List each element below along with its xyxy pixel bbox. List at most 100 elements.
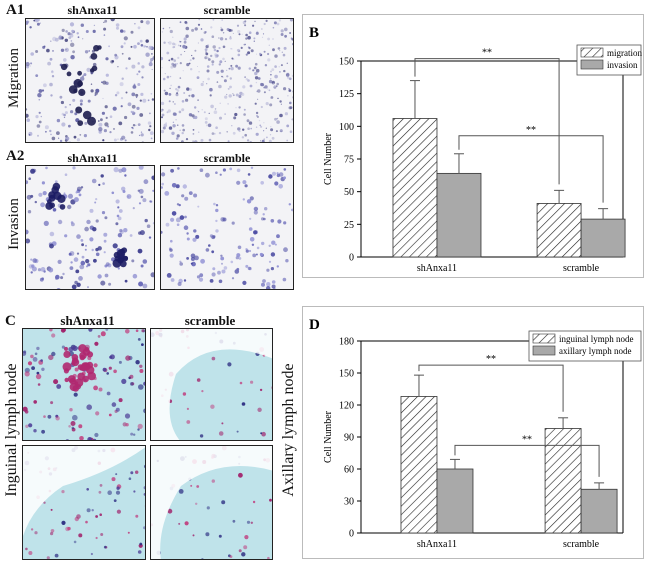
cell-dot [132,124,136,127]
cell-dot [125,423,129,427]
cell-dot [37,268,42,272]
cell-dot [232,32,234,34]
legend-label: inguinal lymph node [559,334,634,344]
cell-dot [185,34,189,38]
cell-dot [62,272,65,276]
cell-dot [104,216,108,220]
cell-dot [220,217,225,222]
cell-dot [35,50,39,53]
cell-dot [222,168,226,172]
cell-dot [222,217,227,222]
cell-dot [262,279,266,283]
cell-dot [49,202,55,209]
cell-dot [52,50,54,52]
cell-dot [51,70,54,74]
cell-dot [212,19,215,21]
bar-invasion-shAnxa11 [436,172,482,258]
cell-dot [41,89,45,92]
cell-dot [238,472,243,478]
cell-dot [279,130,280,132]
cell-dot [85,520,88,524]
cell-dot [250,49,254,53]
cell-dot [221,269,226,274]
cell-dot [181,194,185,198]
cell-dot [206,65,210,68]
cell-dot [218,63,221,66]
cell-dot [246,199,252,204]
cell-dot [169,75,172,78]
a1-col-title-right: scramble [203,3,251,17]
background-region [23,446,145,536]
cell-dot [33,400,37,404]
cell-dot [186,237,190,241]
cell-dot [68,252,72,256]
cell-dot [137,26,141,30]
cell-dot [196,378,201,382]
cell-dot [71,426,75,430]
significance-bracket [454,444,600,477]
cell-dot [51,333,56,338]
cell-dot [53,191,62,200]
cell-dot [161,230,163,234]
cell-dot [97,274,102,279]
cell-dot [277,97,279,100]
cell-dot [291,118,293,121]
cell-dot [265,19,268,22]
cell-dot [278,66,280,68]
panel-label-c: C [5,313,16,329]
cell-dot [189,59,192,62]
cell-dot [76,138,80,142]
cell-dot [60,100,64,105]
cell-dot [198,111,200,113]
cell-dot [179,260,182,263]
cell-dot [171,183,177,188]
cell-dot [138,70,141,73]
migration-shanxa11-micrograph [25,18,155,143]
cell-dot [244,535,249,540]
cell-dot [94,201,97,204]
cell-dot [270,97,272,100]
y-tick-label: 25 [344,220,354,231]
cell-dot [212,45,216,49]
cell-dot [287,95,289,97]
cell-dot [273,21,277,25]
cell-dot [80,102,83,106]
cell-dot [54,180,58,184]
cell-dot [38,120,42,124]
cell-dot [26,118,30,122]
cell-dot [125,91,128,94]
cell-dot [98,127,103,132]
cell-dot [65,49,67,51]
cell-dot [113,167,119,173]
cell-dot [171,131,175,135]
cell-dot [50,508,53,511]
cell-dot [100,533,104,536]
cell-dot [199,141,201,142]
cell-dot [79,264,85,270]
cell-dot [210,104,214,109]
micrograph-svg [23,329,145,440]
cell-dot [40,267,46,272]
cell-dot [166,75,170,79]
micrograph-svg [151,446,272,559]
cell-dot [28,134,31,136]
cell-dot [95,515,98,518]
cell-dot [146,224,151,228]
cell-dot [268,174,273,179]
cell-dot [108,282,112,286]
cell-dot [131,259,135,263]
cell-dot [261,241,265,246]
cell-dot [213,48,217,52]
cell-dot [188,62,191,65]
cell-dot [91,509,94,512]
cell-dot [190,68,193,71]
cell-dot [215,208,219,213]
micrograph-svg [161,19,293,142]
cell-dot [150,58,154,62]
a2-row-label: Invasion [6,198,22,250]
cell-dot [119,228,123,233]
cell-dot [250,521,253,524]
cell-dot [161,56,164,61]
cell-dot [184,51,186,52]
cell-dot [196,275,201,279]
